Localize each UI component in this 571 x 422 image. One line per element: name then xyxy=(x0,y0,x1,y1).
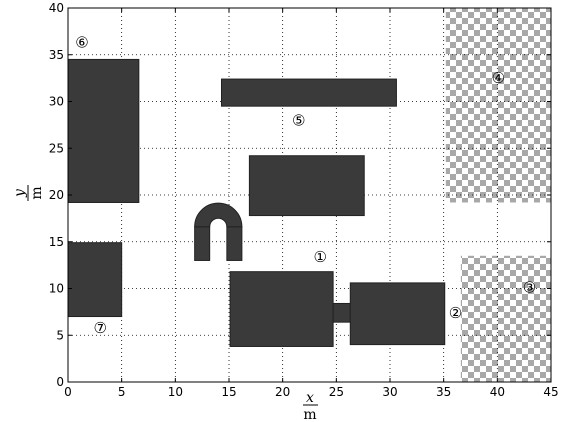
x-tick-label: 25 xyxy=(329,385,344,399)
y-tick-label: 15 xyxy=(49,235,64,249)
obstacle-6 xyxy=(67,58,140,203)
checker-region-3 xyxy=(460,255,551,382)
region-number-label: ⑤ xyxy=(292,111,305,129)
x-tick-label: 0 xyxy=(64,385,72,399)
magnet-left-leg xyxy=(194,226,211,261)
checker-region-4 xyxy=(445,8,551,203)
x-tick-label: 5 xyxy=(118,385,126,399)
x-axis-var: x xyxy=(306,390,314,406)
obstacle-1 xyxy=(229,271,334,347)
region-number-label: ④ xyxy=(492,69,505,87)
obstacle-5 xyxy=(220,78,397,107)
y-tick-label: 40 xyxy=(49,1,64,15)
x-tick-label: 45 xyxy=(543,385,558,399)
y-tick-label: 30 xyxy=(49,95,64,109)
y-tick-label: 0 xyxy=(56,375,64,389)
obstacle-layer xyxy=(67,58,446,347)
y-axis-var: y xyxy=(12,188,28,198)
magnet-arch xyxy=(194,202,243,228)
y-tick-label: 35 xyxy=(49,48,64,62)
obstacle-center xyxy=(248,155,365,217)
y-tick-label: 25 xyxy=(49,141,64,155)
x-tick-label: 20 xyxy=(275,385,290,399)
x-tick-label: 40 xyxy=(490,385,505,399)
x-axis-unit: m xyxy=(303,407,316,422)
checker-layer xyxy=(445,8,551,382)
grid-layer xyxy=(68,8,551,382)
y-tick-label: 5 xyxy=(56,328,64,342)
x-tick-label: 15 xyxy=(221,385,236,399)
y-axis-unit: m xyxy=(29,186,45,199)
x-tick-label: 30 xyxy=(382,385,397,399)
region-number-label: ② xyxy=(449,304,462,322)
label-layer: ① ② ③ ④ ⑤ ⑥ ⑦ xyxy=(75,34,536,337)
frame-layer: 0 5 10 15 20 25 30 35 40 45 0 5 10 15 20 25 30 35 40 xyxy=(49,1,559,399)
region-number-label: ③ xyxy=(523,279,536,297)
region-number-label: ① xyxy=(314,248,327,266)
y-tick-label: 10 xyxy=(49,282,64,296)
obstacle-2 xyxy=(349,282,446,346)
region-number-label: ⑦ xyxy=(93,319,106,337)
obstacle-connector xyxy=(332,302,351,323)
x-tick-label: 10 xyxy=(168,385,183,399)
region-number-label: ⑥ xyxy=(75,34,88,52)
axis-label-layer: xmy m xyxy=(12,185,318,422)
x-tick-label: 35 xyxy=(436,385,451,399)
magnet-right-leg xyxy=(226,226,243,261)
y-tick-label: 20 xyxy=(49,188,64,202)
obstacle-7 xyxy=(67,242,123,318)
